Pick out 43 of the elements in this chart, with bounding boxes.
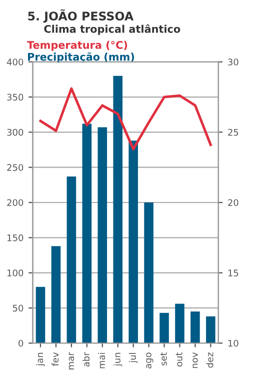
y-tick-label: 100	[7, 270, 24, 276]
series-label: Precipitação (mm)	[28, 52, 134, 63]
x-tick-label: set	[160, 352, 167, 366]
bar	[144, 202, 154, 344]
y-tick-label: 300	[7, 128, 24, 136]
text: Temperatura (°C)	[27, 40, 128, 51]
bar	[190, 311, 200, 344]
x-tick-label: out	[176, 352, 182, 366]
x-tick-label: dez	[206, 352, 214, 368]
y-tick-label: 200	[7, 199, 24, 206]
y-tick-label: 400	[6, 58, 24, 66]
x-tick-label: abr	[82, 352, 90, 367]
bar	[160, 312, 169, 344]
bar	[175, 304, 184, 344]
y-tick-label: 0	[18, 340, 24, 347]
y2-tick-label: 30	[228, 58, 238, 66]
chart-subtitle: Clima tropical atlântico	[44, 24, 180, 35]
x-tick-label: mar	[68, 352, 74, 370]
bar	[36, 286, 46, 344]
bar	[206, 316, 216, 344]
x-tick-label: ago	[146, 352, 154, 368]
y2-tick-label: 10	[228, 340, 238, 347]
y-tick-label: 350	[7, 94, 24, 101]
x-tick-label: jul	[128, 353, 138, 364]
x-tick-label: jun	[113, 352, 122, 366]
x-tick-label: fev	[52, 352, 59, 366]
x-tick-label: mai	[98, 353, 105, 368]
bar	[82, 124, 92, 344]
y2-tick-label: 20	[228, 199, 238, 206]
bar	[113, 76, 122, 344]
x-tick-label: nov	[192, 352, 198, 368]
bar	[51, 246, 61, 344]
bar	[128, 140, 138, 344]
y2-tick-label: 25	[228, 128, 238, 136]
chart-title: 5. JOÃO PESSOA	[28, 9, 134, 23]
x-tick-label: jan	[36, 352, 45, 366]
bar	[66, 176, 76, 344]
y2-tick-label: 15	[228, 270, 238, 276]
bar	[98, 127, 108, 344]
line-series	[39, 87, 212, 150]
y-tick-label: 150	[7, 234, 24, 242]
y-tick-label: 250	[7, 164, 24, 171]
y-tick-label: 50	[12, 304, 24, 312]
